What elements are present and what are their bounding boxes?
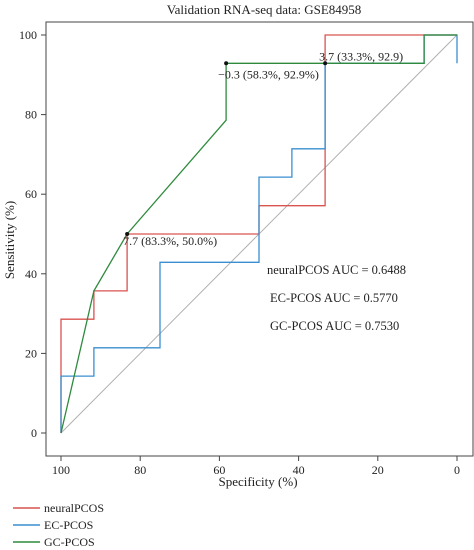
auc-annotation: neuralPCOS AUC = 0.6488 bbox=[267, 263, 406, 277]
y-tick-label: 40 bbox=[25, 267, 37, 281]
auc-annotation: EC-PCOS AUC = 0.5770 bbox=[270, 291, 398, 305]
legend-label: EC-PCOS bbox=[44, 518, 93, 532]
plot-frame bbox=[45, 21, 474, 457]
auc-annotation: GC-PCOS AUC = 0.7530 bbox=[270, 319, 399, 333]
x-tick-label: 80 bbox=[134, 463, 146, 477]
y-tick-label: 60 bbox=[25, 187, 37, 201]
auc-annotations: neuralPCOS AUC = 0.6488 EC-PCOS AUC = 0.5… bbox=[267, 263, 406, 333]
y-axis-label: Sensitivity (%) bbox=[2, 201, 17, 279]
axes: 100 80 60 40 20 0 0 20 40 60 80 100 bbox=[19, 28, 460, 477]
x-axis-label: Specificity (%) bbox=[218, 474, 297, 489]
y-tick-label: 100 bbox=[19, 28, 37, 42]
x-tick-label: 0 bbox=[454, 463, 460, 477]
threshold-point bbox=[224, 61, 229, 66]
legend: neuralPCOS EC-PCOS GC-PCOS bbox=[13, 501, 104, 549]
x-tick-label: 40 bbox=[293, 463, 305, 477]
x-tick-label: 20 bbox=[372, 463, 384, 477]
threshold-label: 3.7 (33.3%, 92.9) bbox=[319, 49, 403, 63]
x-tick-label: 60 bbox=[213, 463, 225, 477]
legend-label: GC-PCOS bbox=[44, 535, 95, 549]
threshold-label: 7.7 (83.3%, 50.0%) bbox=[123, 234, 217, 248]
threshold-points: 7.7 (83.3%, 50.0%) −0.3 (58.3%, 92.9%)3.7… bbox=[123, 49, 403, 248]
x-tick-label: 100 bbox=[52, 463, 70, 477]
threshold-point bbox=[323, 61, 328, 66]
y-tick-label: 20 bbox=[25, 346, 37, 360]
threshold-point bbox=[125, 232, 130, 236]
threshold-label: −0.3 (58.3%, 92.9%) bbox=[218, 67, 319, 81]
y-tick-label: 0 bbox=[31, 426, 37, 440]
chart-title: Validation RNA-seq data: GSE84958 bbox=[167, 2, 362, 17]
y-tick-label: 80 bbox=[25, 108, 37, 122]
legend-label: neuralPCOS bbox=[44, 501, 104, 515]
